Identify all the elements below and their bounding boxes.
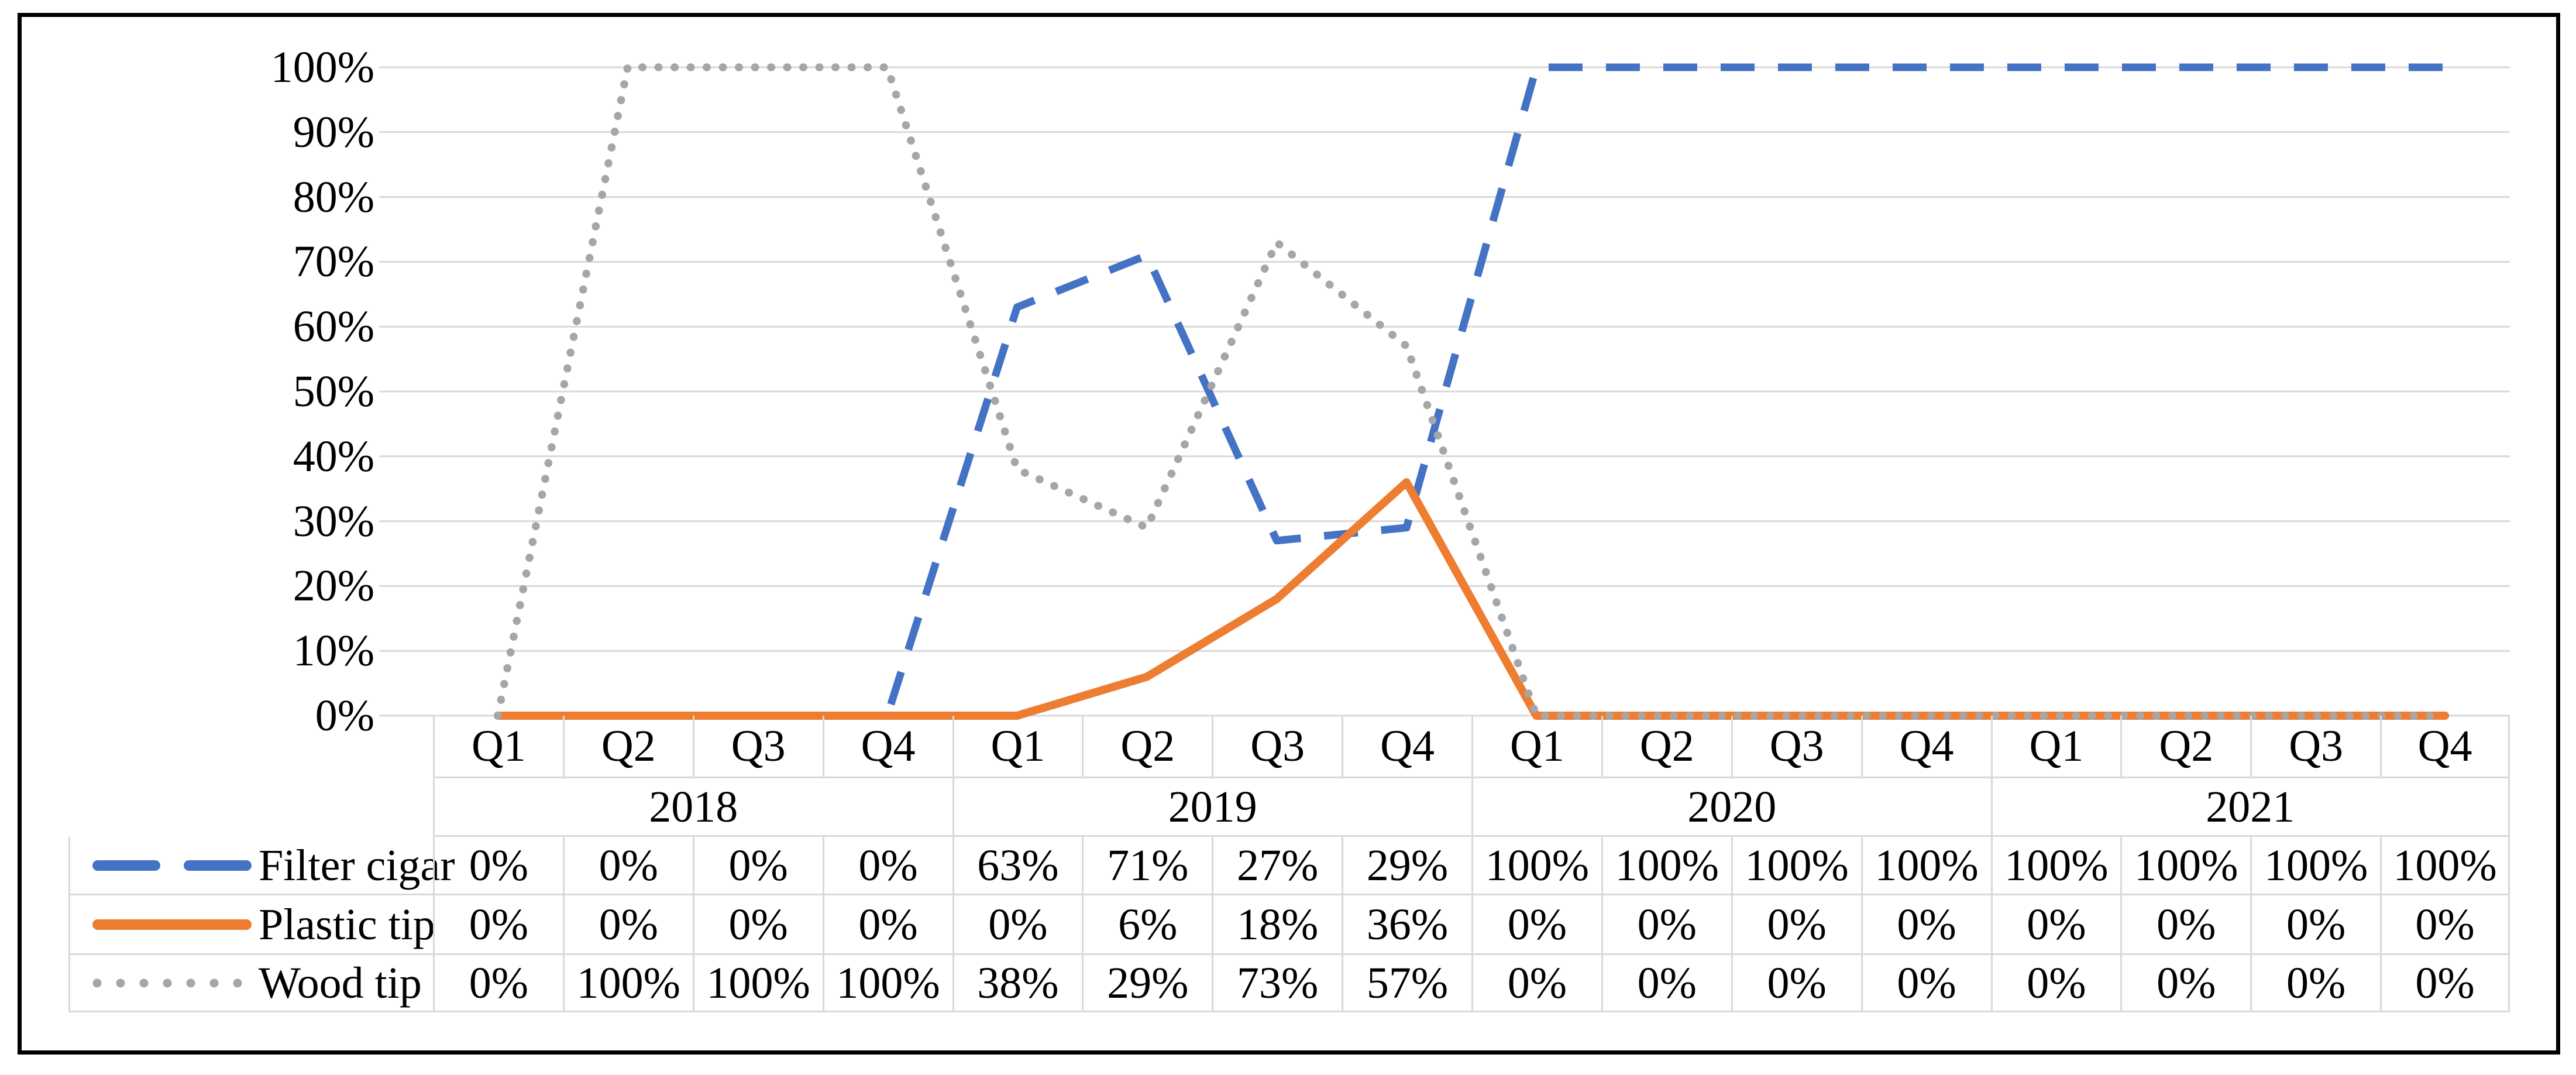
legend-key-plastic-tip-icon bbox=[92, 919, 252, 930]
figure-border bbox=[18, 13, 2560, 1055]
legend-key-filter-cigar-icon bbox=[92, 860, 252, 871]
value-cell: 100% bbox=[2250, 837, 2381, 895]
value-cell: 0% bbox=[952, 895, 1082, 955]
value-cell: 100% bbox=[1731, 837, 1861, 895]
value-cell: 38% bbox=[952, 955, 1082, 1012]
value-cell: 0% bbox=[2380, 955, 2510, 1012]
quarter-header-cell: Q2 bbox=[562, 716, 693, 778]
value-cell: 0% bbox=[1990, 955, 2121, 1012]
quarter-header-cell: Q4 bbox=[1860, 716, 1991, 778]
value-cell: 36% bbox=[1342, 895, 1471, 955]
value-cell: 0% bbox=[822, 895, 952, 955]
value-cell: 0% bbox=[2120, 955, 2251, 1012]
quarter-header-cell: Q2 bbox=[2120, 716, 2251, 778]
value-cell: 0% bbox=[1731, 955, 1861, 1012]
y-axis-tick-label: 100% bbox=[270, 43, 374, 92]
value-cell: 0% bbox=[1601, 955, 1731, 1012]
y-axis-tick-label: 10% bbox=[293, 626, 374, 676]
quarter-header-cell: Q4 bbox=[822, 716, 952, 778]
series-name-label: Plastic tip bbox=[259, 899, 435, 949]
value-cell: 0% bbox=[1860, 955, 1991, 1012]
quarter-header-cell: Q1 bbox=[1471, 716, 1601, 778]
year-header-cell: 2021 bbox=[1990, 778, 2510, 837]
value-cell: 0% bbox=[692, 895, 823, 955]
series-name-label: Wood tip bbox=[259, 958, 422, 1008]
value-cell: 100% bbox=[822, 955, 952, 1012]
value-cell: 100% bbox=[1471, 837, 1601, 895]
value-cell: 71% bbox=[1082, 837, 1212, 895]
y-axis-tick-label: 20% bbox=[293, 561, 374, 611]
value-cell: 100% bbox=[692, 955, 823, 1012]
value-cell: 63% bbox=[952, 837, 1082, 895]
value-cell: 100% bbox=[1990, 837, 2121, 895]
y-axis-tick-label: 70% bbox=[293, 237, 374, 287]
year-header-cell: 2019 bbox=[952, 778, 1471, 837]
value-cell: 57% bbox=[1342, 955, 1471, 1012]
value-cell: 100% bbox=[2380, 837, 2510, 895]
quarter-header-cell: Q3 bbox=[1212, 716, 1342, 778]
legend-key-wood-tip-icon bbox=[92, 978, 242, 987]
quarter-header-cell: Q4 bbox=[2380, 716, 2510, 778]
series-line-plastic-tip bbox=[493, 478, 2450, 720]
quarter-header-cell: Q4 bbox=[1342, 716, 1471, 778]
y-axis-tick-label: 40% bbox=[293, 431, 374, 481]
value-cell: 0% bbox=[562, 895, 693, 955]
value-cell: 0% bbox=[1471, 955, 1601, 1012]
y-axis-tick-label: 0% bbox=[315, 691, 374, 740]
year-header-cell: 2020 bbox=[1471, 778, 1991, 837]
value-cell: 0% bbox=[822, 837, 952, 895]
value-cell: 6% bbox=[1082, 895, 1212, 955]
year-header-cell: 2018 bbox=[433, 778, 952, 837]
quarter-header-cell: Q3 bbox=[1731, 716, 1861, 778]
y-axis-tick-label: 90% bbox=[293, 107, 374, 157]
value-cell: 0% bbox=[433, 837, 563, 895]
quarter-header-cell: Q1 bbox=[433, 716, 563, 778]
value-cell: 29% bbox=[1342, 837, 1471, 895]
y-axis-tick-label: 60% bbox=[293, 302, 374, 352]
y-axis-tick-label: 30% bbox=[293, 496, 374, 546]
value-cell: 0% bbox=[2380, 895, 2510, 955]
quarter-header-cell: Q1 bbox=[952, 716, 1082, 778]
value-cell: 73% bbox=[1212, 955, 1342, 1012]
value-cell: 0% bbox=[2120, 895, 2251, 955]
value-cell: 29% bbox=[1082, 955, 1212, 1012]
value-cell: 27% bbox=[1212, 837, 1342, 895]
value-cell: 0% bbox=[692, 837, 823, 895]
y-axis-tick-label: 80% bbox=[293, 172, 374, 222]
value-cell: 100% bbox=[1601, 837, 1731, 895]
value-cell: 0% bbox=[1860, 895, 1991, 955]
legend-cell: Wood tip bbox=[68, 955, 433, 1012]
quarter-header-cell: Q2 bbox=[1601, 716, 1731, 778]
value-cell: 0% bbox=[2250, 955, 2381, 1012]
value-cell: 100% bbox=[562, 955, 693, 1012]
value-cell: 0% bbox=[1471, 895, 1601, 955]
value-cell: 0% bbox=[433, 895, 563, 955]
legend-cell: Plastic tip bbox=[68, 895, 435, 955]
legend-cell: Filter cigar bbox=[68, 837, 455, 895]
quarter-header-cell: Q1 bbox=[1990, 716, 2121, 778]
value-cell: 0% bbox=[1731, 895, 1861, 955]
value-cell: 100% bbox=[1860, 837, 1991, 895]
value-cell: 0% bbox=[2250, 895, 2381, 955]
gridlines bbox=[379, 66, 2510, 717]
series-name-label: Filter cigar bbox=[259, 840, 455, 890]
quarter-header-cell: Q3 bbox=[692, 716, 823, 778]
value-cell: 100% bbox=[2120, 837, 2251, 895]
value-cell: 0% bbox=[433, 955, 563, 1012]
y-axis: 100% 90% 80% 70% 60% 50% 40% 30% 20% 10% 0% bbox=[176, 0, 374, 819]
quarter-header-cell: Q2 bbox=[1082, 716, 1212, 778]
value-cell: 18% bbox=[1212, 895, 1342, 955]
value-cell: 0% bbox=[562, 837, 693, 895]
value-cell: 0% bbox=[1601, 895, 1731, 955]
y-axis-tick-label: 50% bbox=[293, 367, 374, 416]
data-table: Q1 Q2 Q3 Q4 Q1 Q2 Q3 Q4 Q1 Q2 Q3 Q4 Q1 Q2 Q3 Q4 2018 2019… bbox=[68, 716, 2510, 1012]
value-cell: 0% bbox=[1990, 895, 2121, 955]
table-corner-spacer bbox=[68, 716, 433, 837]
quarter-header-cell: Q3 bbox=[2250, 716, 2381, 778]
